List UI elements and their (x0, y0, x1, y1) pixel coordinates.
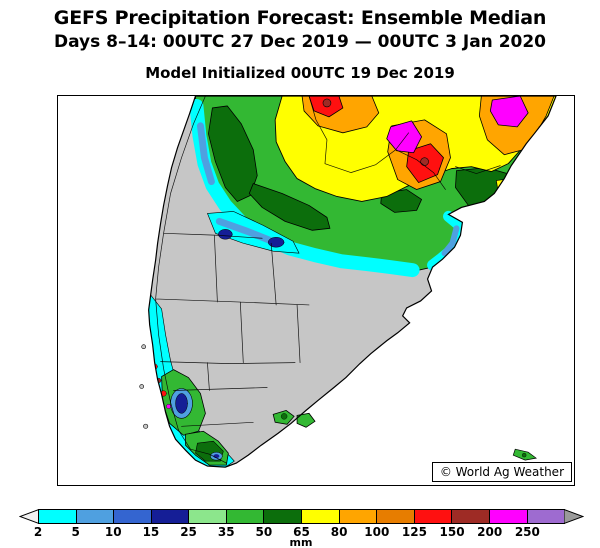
coastal-islets (139, 344, 149, 429)
legend-tick-35: 35 (217, 525, 235, 539)
legend-under-arrow (19, 509, 39, 524)
legend-cells (38, 509, 565, 524)
precipitation-map: © World Ag Weather (57, 95, 575, 486)
legend-tick-50: 50 (255, 525, 273, 539)
legend-cell-5 (75, 510, 114, 523)
legend-cell-25 (188, 510, 226, 523)
legend-tick-10: 10 (104, 525, 122, 539)
legend-cell-35 (225, 510, 264, 523)
legend-cell-2 (39, 510, 76, 523)
legend-tick-15: 15 (142, 525, 160, 539)
precip-navy-core-west (218, 229, 233, 240)
legend-cell-65 (301, 510, 339, 523)
legend-cell-150 (451, 510, 489, 523)
legend-cell-200 (488, 510, 527, 523)
legend-tick-80: 80 (330, 525, 348, 539)
legend-tick-250: 250 (514, 525, 540, 539)
legend-over-arrow (564, 509, 584, 524)
legend-unit-label: mm (289, 536, 313, 548)
legend-tick-200: 200 (477, 525, 503, 539)
legend-tick-2: 2 (33, 525, 43, 539)
legend-tick-100: 100 (364, 525, 390, 539)
precip-patagonia-system (148, 294, 235, 468)
legend-cell-80 (338, 510, 377, 523)
precip-blue-band-coast (441, 225, 460, 257)
falkland-islands (272, 409, 316, 428)
precip-navy-core-east (267, 237, 285, 248)
legend-cell-250 (526, 510, 565, 523)
legend-tick-150: 150 (439, 525, 465, 539)
legend-cell-10 (113, 510, 151, 523)
legend-cell-15 (150, 510, 189, 523)
precip-blue-band-andes (196, 122, 215, 186)
legend-tick-125: 125 (401, 525, 427, 539)
legend-tick-65: 65 (293, 525, 310, 539)
legend-cell-50 (263, 510, 302, 523)
precip-northeast-system (189, 96, 557, 278)
coastline (148, 96, 557, 468)
precip-magenta-blobs (386, 96, 529, 154)
legend-tick-25: 25 (180, 525, 197, 539)
precip-chile-navy (175, 393, 188, 414)
political-borders (155, 96, 501, 464)
watermark: © World Ag Weather (431, 462, 572, 482)
south-georgia-island (512, 448, 537, 461)
legend-cell-100 (376, 510, 414, 523)
forecast-period: Days 8–14: 00UTC 27 Dec 2019 — 00UTC 3 J… (53, 32, 547, 52)
page-title: GEFS Precipitation Forecast: Ensemble Me… (53, 7, 547, 29)
map-canvas (58, 96, 574, 485)
model-init-line: Model Initialized 00UTC 19 Dec 2019 (145, 64, 455, 82)
legend-tick-5: 5 (71, 525, 80, 539)
precip-blue-band-central (215, 217, 281, 247)
legend-cell-125 (413, 510, 452, 523)
